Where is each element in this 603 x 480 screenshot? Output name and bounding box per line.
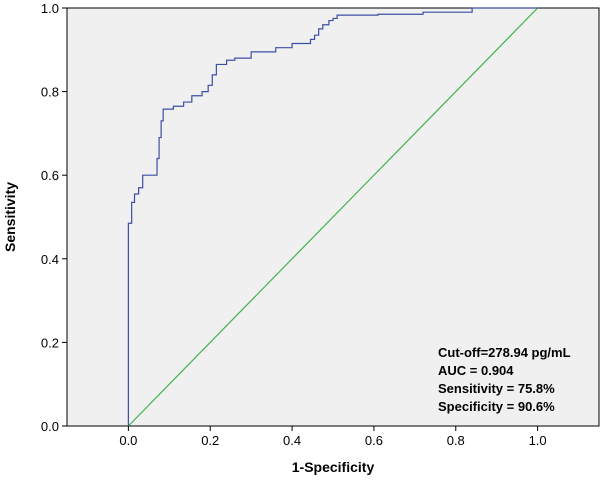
x-tick-label: 1.0 xyxy=(529,433,547,448)
x-tick-label: 0.2 xyxy=(201,433,219,448)
y-tick-label: 1.0 xyxy=(41,1,59,16)
y-tick-label: 0.0 xyxy=(41,419,59,434)
roc-curve-line xyxy=(127,7,538,426)
annotation-box: Cut-off=278.94 pg/mL AUC = 0.904 Sensiti… xyxy=(438,345,571,414)
y-axis-title: Sensitivity xyxy=(2,182,18,252)
x-tick-label: 0.6 xyxy=(365,433,383,448)
series-layer xyxy=(127,7,539,427)
annotation-auc: AUC = 0.904 xyxy=(438,363,514,378)
y-tick-label: 0.8 xyxy=(41,85,59,100)
x-tick-label: 0.8 xyxy=(447,433,465,448)
x-axis-ticks: 0.0 0.2 0.4 0.6 0.8 1.0 xyxy=(119,426,547,448)
x-tick-label: 0.4 xyxy=(283,433,301,448)
annotation-specificity: Specificity = 90.6% xyxy=(438,399,555,414)
reference-diagonal-line xyxy=(127,7,539,427)
x-tick-label: 0.0 xyxy=(119,433,137,448)
annotation-sensitivity: Sensitivity = 75.8% xyxy=(438,381,555,396)
annotation-cutoff: Cut-off=278.94 pg/mL xyxy=(438,345,571,360)
y-tick-label: 0.6 xyxy=(41,168,59,183)
y-tick-label: 0.2 xyxy=(41,335,59,350)
y-tick-label: 0.4 xyxy=(41,252,59,267)
y-axis-ticks: 0.0 0.2 0.4 0.6 0.8 1.0 xyxy=(41,1,67,434)
x-axis-title: 1-Specificity xyxy=(292,459,375,475)
